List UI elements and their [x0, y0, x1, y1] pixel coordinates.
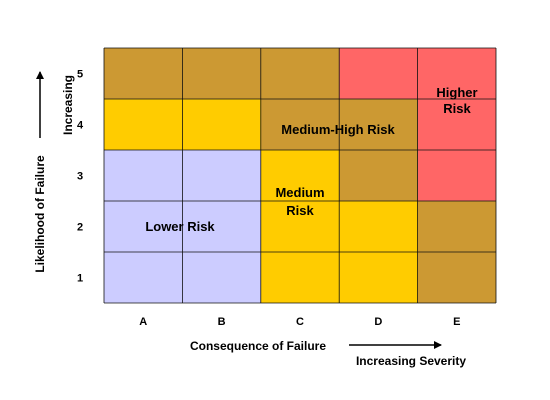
cell-C-5 [260, 48, 340, 99]
cell-A-3 [104, 150, 183, 201]
cell-E-4 [417, 99, 496, 150]
cell-A-5 [104, 48, 183, 99]
x-tick-label-D: D [374, 316, 382, 328]
cell-E-3 [417, 150, 496, 201]
cell-A-1 [104, 252, 183, 303]
risk-cells [104, 48, 496, 303]
cell-B-4 [182, 99, 261, 150]
cell-E-2 [417, 201, 496, 252]
y-tick-label-1: 1 [77, 273, 83, 285]
cell-D-5 [339, 48, 418, 99]
cell-C-3 [260, 150, 340, 201]
x-axis-title: Consequence of Failure [190, 339, 326, 353]
y-axis-title: Likelihood of Failure [33, 155, 47, 273]
zone-label-medium-risk-line1: Medium [275, 185, 324, 200]
y-tick-label-5: 5 [77, 69, 83, 81]
x-tick-label-B: B [218, 316, 226, 328]
cell-C-2 [260, 201, 340, 252]
zone-label-medium-risk-line2: Risk [286, 203, 314, 218]
cell-B-2 [182, 201, 261, 252]
x-tick-label-C: C [296, 316, 304, 328]
cell-A-2 [104, 201, 183, 252]
cell-D-3 [339, 150, 418, 201]
zone-label-lower-risk: Lower Risk [145, 219, 215, 234]
cell-E-1 [417, 252, 496, 303]
cell-D-4 [339, 99, 418, 150]
cell-B-1 [182, 252, 261, 303]
y-tick-label-4: 4 [77, 120, 84, 132]
cell-A-4 [104, 99, 183, 150]
cell-D-1 [339, 252, 418, 303]
cell-C-4 [260, 99, 340, 150]
y-direction-label: Increasing [61, 75, 75, 135]
cell-B-3 [182, 150, 261, 201]
cell-B-5 [182, 48, 261, 99]
zone-label-higher-risk-line1: Higher [436, 85, 477, 100]
x-tick-label-A: A [139, 316, 147, 328]
x-tick-label-E: E [453, 316, 460, 328]
zone-label-higher-risk-line2: Risk [443, 101, 471, 116]
zone-label-medium-high-risk: Medium-High Risk [281, 122, 395, 137]
cell-E-5 [417, 48, 496, 99]
grid-lines [103, 47, 497, 304]
y-tick-label-2: 2 [77, 222, 83, 234]
x-direction-label: Increasing Severity [356, 354, 466, 368]
y-tick-label-3: 3 [77, 171, 83, 183]
cell-C-1 [260, 252, 340, 303]
tick-labels: A B C D E 1 2 3 4 5 [77, 69, 461, 329]
cell-D-2 [339, 201, 418, 252]
